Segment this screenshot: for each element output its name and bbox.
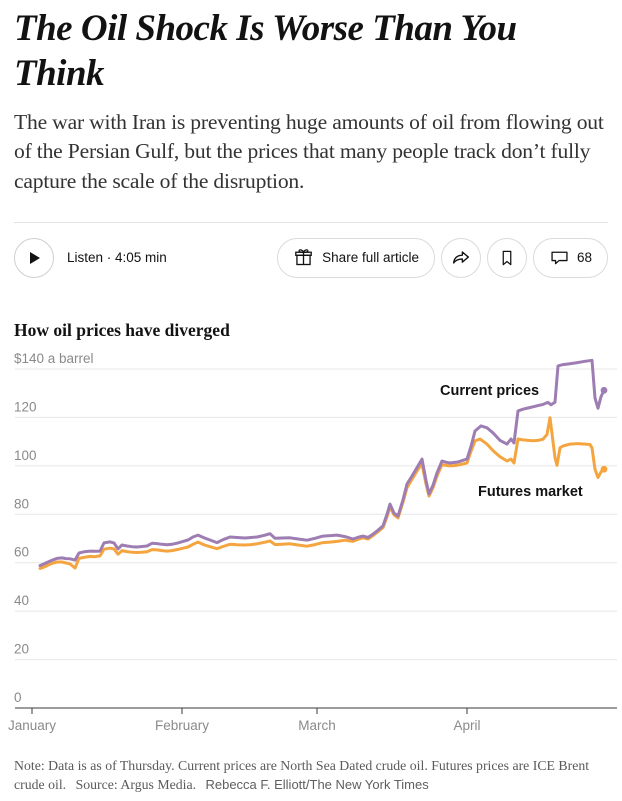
bookmark-button[interactable] xyxy=(486,237,527,278)
comment-icon xyxy=(551,251,568,265)
play-icon[interactable] xyxy=(14,237,54,278)
subheadline: The war with Iran is preventing huge amo… xyxy=(14,110,604,193)
x-axis-label: February xyxy=(155,718,209,733)
note-source: Source: Argus Media. xyxy=(75,777,197,793)
chart-grid: 0 20 40 60 80 100 120 $140 a barrel January Febru… xyxy=(8,351,617,733)
series-end-dot xyxy=(600,386,608,394)
divider xyxy=(14,221,608,223)
y-axis-label: 40 xyxy=(14,593,29,608)
y-axis-label: 120 xyxy=(14,399,37,414)
bookmark-icon xyxy=(502,250,512,265)
toolbar: Listen · 4:05 min Share full article xyxy=(14,237,608,278)
oil-price-chart: 0 20 40 60 80 100 120 $140 a barrel January Febru… xyxy=(8,351,617,733)
chart-footnote: Note: Data is as of Thursday. Current pr… xyxy=(14,756,608,795)
y-axis-label: 80 xyxy=(14,496,29,511)
x-axis-label: March xyxy=(298,718,336,733)
share-button-label: Share full article xyxy=(322,250,419,266)
headline: The Oil Shock Is Worse Than You Think xyxy=(14,8,517,95)
x-axis-label: January xyxy=(8,718,56,733)
y-axis-label: 0 xyxy=(14,690,22,705)
chart-lines xyxy=(38,358,608,570)
series-end-dot xyxy=(600,465,608,473)
play-triangle-icon xyxy=(29,251,40,264)
series-line-current-prices xyxy=(38,358,606,567)
comment-count: 68 xyxy=(576,250,592,266)
listen-button[interactable]: Listen · 4:05 min xyxy=(14,237,167,278)
x-axis-label: April xyxy=(453,718,480,733)
gift-icon xyxy=(295,249,313,266)
series-label-current-prices: Current prices xyxy=(440,383,539,399)
comments-button[interactable]: 68 xyxy=(532,237,608,278)
y-axis-label: 20 xyxy=(14,641,29,656)
note-text: Note: Data is as of Thursday. Current pr… xyxy=(14,757,590,793)
y-axis-label: $140 a barrel xyxy=(14,351,94,366)
note-byline: Rebecca F. Elliott/The New York Times xyxy=(205,777,429,793)
series-line-futures-market xyxy=(38,415,606,570)
chart-title: How oil prices have diverged xyxy=(14,319,230,340)
listen-label: Listen · 4:05 min xyxy=(67,250,167,266)
series-label-futures-market: Futures market xyxy=(478,484,583,500)
share-arrow-icon xyxy=(452,251,469,264)
chart-container: 0 20 40 60 80 100 120 $140 a barrel January Febru… xyxy=(0,346,622,743)
y-axis-label: 100 xyxy=(14,448,37,463)
toolbar-actions: Share full article 68 xyxy=(277,237,608,278)
share-button[interactable] xyxy=(440,237,481,278)
y-axis-label: 60 xyxy=(14,544,29,559)
share-full-article-button[interactable]: Share full article xyxy=(277,237,435,278)
